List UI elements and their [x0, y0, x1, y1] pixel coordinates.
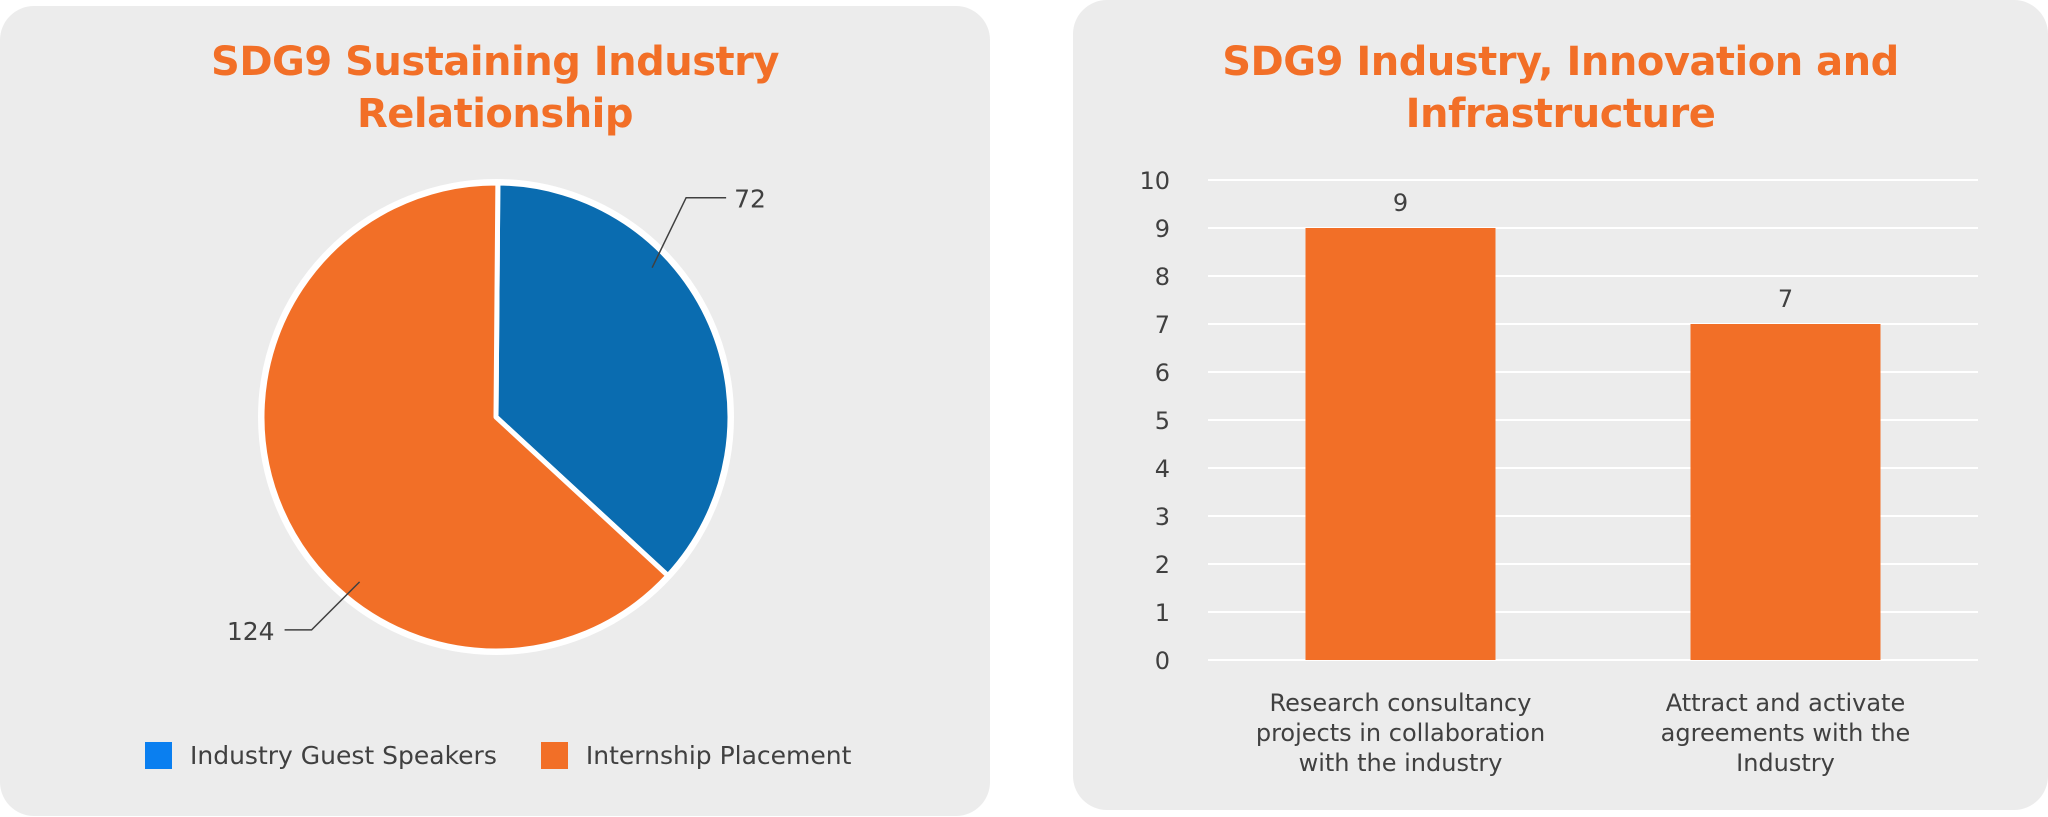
bar-data-label: 7 [1778, 285, 1793, 313]
bar [1690, 324, 1881, 660]
bar-chart: 0 1 2 3 4 5 6 7 8 9 10 9 Research consultancyproject… [1139, 167, 1978, 777]
y-tick-label: 6 [1155, 359, 1170, 387]
pie-leader-line [651, 196, 727, 269]
legend-label: Industry Guest Speakers [190, 741, 497, 770]
pie-title-line2: Relationship [356, 91, 634, 137]
y-tick-label: 9 [1155, 215, 1170, 243]
bar-title-line2: Infrastructure [1405, 91, 1716, 137]
y-tick-label: 1 [1155, 599, 1170, 627]
x-category-label: Industry [1736, 749, 1835, 777]
pie-leader-line [284, 581, 361, 631]
y-tick-label: 0 [1155, 647, 1170, 675]
x-category-label: with the industry [1299, 749, 1503, 777]
pie-legend: Industry Guest Speakers Internship Place… [145, 741, 895, 770]
x-category-label: Research consultancy [1270, 689, 1532, 717]
y-tick-label: 2 [1155, 551, 1170, 579]
pie-slice [259, 180, 671, 654]
y-tick-label: 3 [1155, 503, 1170, 531]
pie-outline [258, 179, 734, 655]
y-tick-label: 5 [1155, 407, 1170, 435]
legend-item-internship-placement: Internship Placement [540, 741, 852, 770]
x-category-label: agreements with the [1661, 719, 1911, 747]
pie-slice [493, 180, 733, 579]
pie-title-line1: SDG9 Sustaining Industry [211, 39, 779, 85]
bar-title-line1: SDG9 Industry, Innovation and [1222, 39, 1899, 85]
pie-data-label: 124 [227, 617, 275, 646]
bar-data-label: 9 [1393, 189, 1408, 217]
pie-chart: 72 124 [227, 179, 766, 655]
y-tick-label: 4 [1155, 455, 1170, 483]
y-tick-label: 7 [1155, 311, 1170, 339]
legend-swatch-orange [540, 742, 568, 769]
bar [1305, 228, 1496, 660]
pie-chart-panel: SDG9 Sustaining Industry Relationship 72… [0, 6, 990, 816]
y-tick-label: 10 [1139, 167, 1170, 195]
x-category-label: Attract and activate [1666, 689, 1905, 717]
legend-swatch-blue [145, 742, 172, 769]
bar-chart-title: SDG9 Industry, Innovation and Infrastruc… [1073, 36, 2048, 140]
legend-label: Internship Placement [585, 741, 852, 770]
bar-chart-panel: SDG9 Industry, Innovation and Infrastruc… [1073, 0, 2048, 810]
pie-chart-title: SDG9 Sustaining Industry Relationship [0, 36, 990, 140]
legend-item-industry-guest-speakers: Industry Guest Speakers [145, 741, 497, 770]
x-category-label: projects in collaboration [1256, 719, 1545, 747]
y-tick-label: 8 [1155, 263, 1170, 291]
pie-data-label: 72 [734, 185, 766, 214]
